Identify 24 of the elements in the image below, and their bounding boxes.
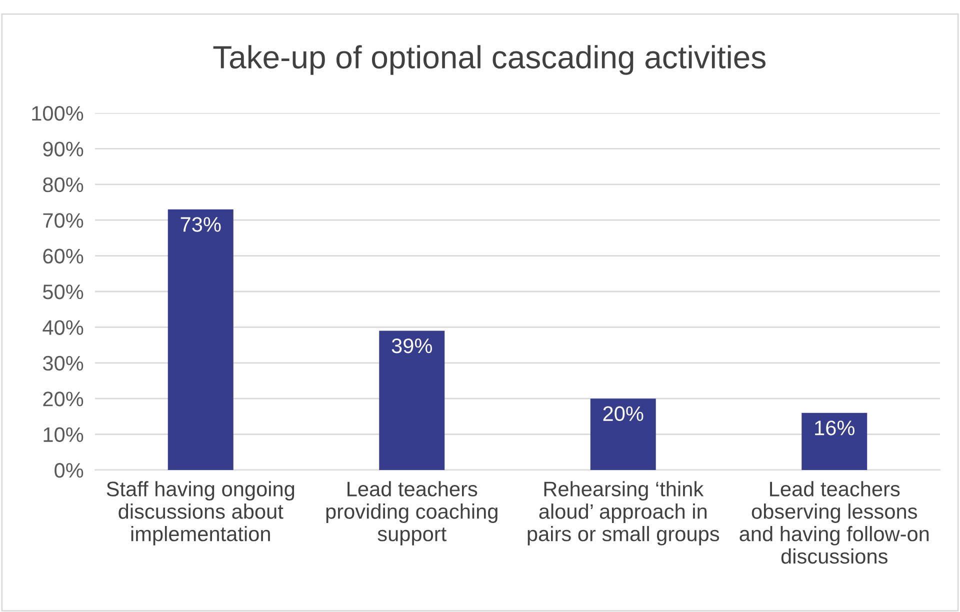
y-tick-label: 20%	[43, 392, 84, 406]
x-tick-label: Lead teachers observing lessons and having follow-on discussions	[740, 481, 929, 564]
x-tick-label: Lead teachers providing coaching support	[326, 481, 498, 546]
bar	[168, 209, 234, 470]
data-label: 20%	[603, 406, 644, 422]
y-tick-label: 10%	[44, 427, 84, 442]
y-tick-label: 0%	[54, 463, 84, 478]
y-tick-label: 90%	[43, 142, 84, 156]
bar	[802, 412, 868, 470]
y-tick-label: 50%	[43, 284, 84, 300]
bar	[590, 398, 656, 470]
data-label: 16%	[815, 420, 854, 436]
y-tick-label: 30%	[42, 356, 84, 371]
y-tick-label: 100%	[32, 106, 84, 121]
data-label: 39%	[392, 338, 432, 354]
y-tick-label: 80%	[43, 177, 84, 192]
bar	[379, 330, 445, 470]
x-tick-label: Staff having ongoing discussions about implementation	[106, 481, 294, 546]
y-tick-label: 60%	[43, 248, 84, 264]
chart-title: Take-up of optional cascading activities	[213, 45, 766, 75]
data-label: 73%	[180, 217, 221, 232]
x-tick-label: Rehearsing ‘think aloud’ approach in pairs or small groups	[528, 481, 720, 546]
y-tick-label: 40%	[42, 320, 84, 335]
y-tick-label: 70%	[43, 213, 84, 228]
